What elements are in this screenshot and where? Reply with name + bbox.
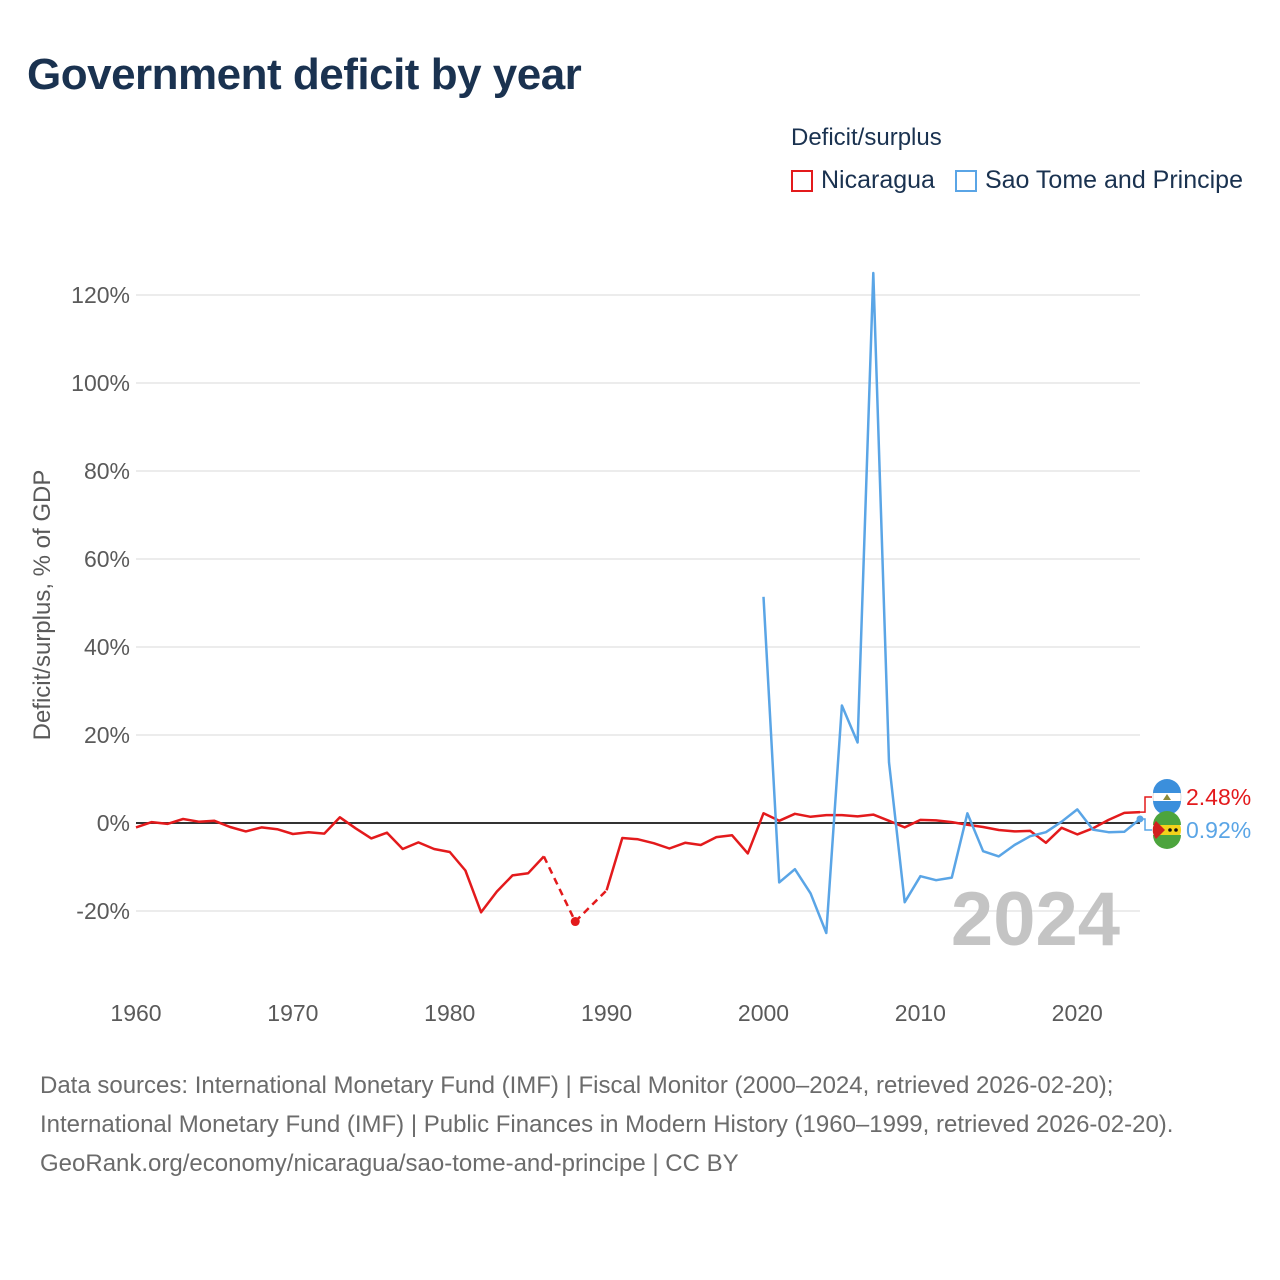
x-tick-label: 1960 xyxy=(110,1000,161,1026)
y-tick-label: 60% xyxy=(84,546,130,572)
chart-title: Government deficit by year xyxy=(27,50,582,99)
series-lines xyxy=(135,271,1141,935)
data-sources: Data sources: International Monetary Fun… xyxy=(40,1072,1174,1138)
end-connector-nicaragua xyxy=(1140,796,1152,813)
x-tick-label: 2020 xyxy=(1052,1000,1103,1026)
series-gap-nicaragua xyxy=(574,889,608,923)
end-point-sao-tome xyxy=(1136,815,1144,823)
legend-item-sao-tome[interactable]: Sao Tome and Principe xyxy=(954,166,1243,195)
flag-star xyxy=(1174,828,1178,832)
legend-swatch-nicaragua xyxy=(791,169,813,192)
x-tick-label: 2000 xyxy=(738,1000,789,1026)
year-watermark: 2024 xyxy=(951,877,1120,962)
flag-triangle xyxy=(1152,821,1165,839)
legend-label-sao-tome: Sao Tome and Principe xyxy=(984,166,1243,194)
flag-band-bottom xyxy=(1153,801,1181,815)
y-axis-title: Deficit/surplus, % of GDP xyxy=(29,470,56,741)
source-link[interactable]: GeoRank.org/economy/nicaragua/sao-tome-a… xyxy=(40,1150,739,1177)
end-label-nicaragua: 2.48% xyxy=(1186,784,1251,810)
flag-star xyxy=(1168,828,1172,832)
y-tick-label: -20% xyxy=(76,898,130,924)
end-label-sao-tome: 0.92% xyxy=(1186,817,1251,843)
y-tick-labels: -20% 0% 20% 40% 60% 80% 100% 120% xyxy=(71,282,130,924)
legend-swatch-sao-tome xyxy=(954,169,977,192)
chart-area: -20%0%20%40%60%80%100%120% 1960 1970 1980 1… xyxy=(29,271,1251,1026)
footer: Data sources: International Monetary Fun… xyxy=(40,1066,1240,1183)
y-tick-label: 40% xyxy=(84,634,130,660)
series-marker-nicaragua xyxy=(570,917,580,927)
legend-label-nicaragua: Nicaragua xyxy=(821,166,935,194)
y-tick-label: 20% xyxy=(84,722,130,748)
flag-emblem xyxy=(1163,794,1171,800)
legend-item-nicaragua[interactable]: Nicaragua xyxy=(791,166,935,195)
flag-nicaragua-icon xyxy=(1152,779,1182,815)
series-line-sao-tome-and-principe xyxy=(762,271,1141,935)
series-line-nicaragua xyxy=(135,810,1141,914)
y-tick-label: 120% xyxy=(71,282,130,308)
y-tick-label: 0% xyxy=(97,810,130,836)
series-gap-nicaragua xyxy=(542,855,577,923)
flag-band-top xyxy=(1153,779,1181,793)
flag-band-top xyxy=(1153,811,1181,825)
x-tick-label: 2010 xyxy=(895,1000,946,1026)
flag-sao-tome-icon xyxy=(1152,811,1181,849)
end-labels: 2.48% 0.92% xyxy=(1136,779,1251,849)
flag-band-bottom xyxy=(1153,835,1181,849)
legend-title: Deficit/surplus xyxy=(791,124,942,151)
gridlines xyxy=(136,294,1140,912)
x-tick-labels: 1960 1970 1980 1990 2000 2010 2020 xyxy=(110,1000,1102,1026)
y-tick-label: 80% xyxy=(84,458,130,484)
x-tick-label: 1980 xyxy=(424,1000,475,1026)
y-tick-label: 100% xyxy=(71,370,130,396)
x-tick-label: 1970 xyxy=(267,1000,318,1026)
legend: Nicaragua Sao Tome and Principe xyxy=(791,166,1263,195)
x-tick-label: 1990 xyxy=(581,1000,632,1026)
